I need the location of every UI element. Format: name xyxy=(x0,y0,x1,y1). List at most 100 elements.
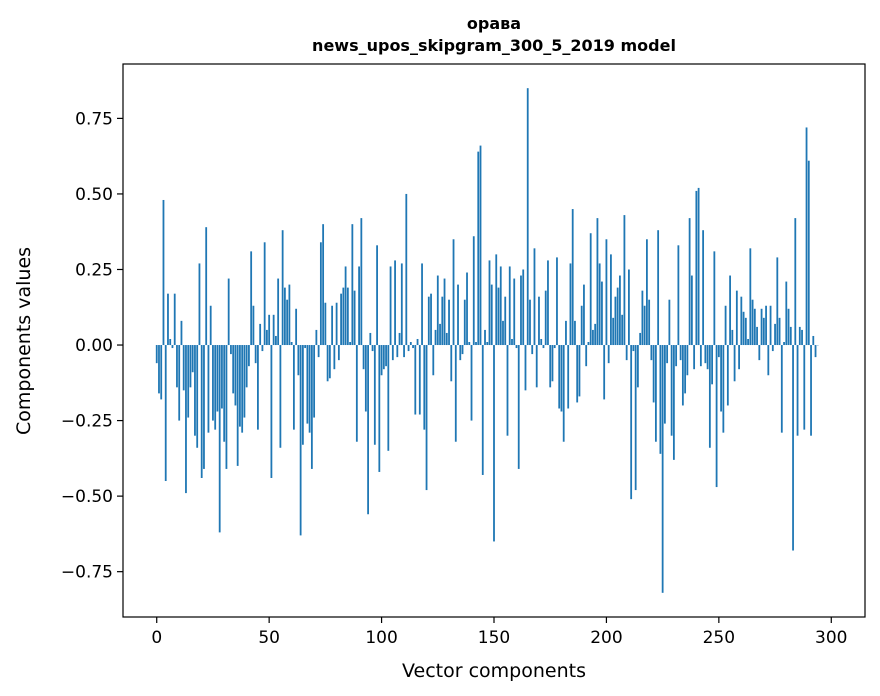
bar-176 xyxy=(551,345,554,382)
bar-213 xyxy=(634,345,637,491)
bar-270 xyxy=(762,317,765,346)
bar-164 xyxy=(524,345,527,391)
bar-251 xyxy=(720,345,722,412)
bar-111 xyxy=(405,193,408,346)
bar-114 xyxy=(412,345,414,349)
bar-158 xyxy=(511,338,513,346)
bar-168 xyxy=(533,248,536,346)
bar-115 xyxy=(414,345,417,415)
bar-134 xyxy=(457,284,459,346)
bar-203 xyxy=(612,317,615,346)
bar-156 xyxy=(506,345,509,436)
bar-243 xyxy=(702,230,705,346)
bar-152 xyxy=(497,287,500,346)
bar-95 xyxy=(369,332,372,346)
bar-59 xyxy=(288,284,291,346)
bar-254 xyxy=(726,345,729,406)
chart-title-line-2: news_upos_skipgram_300_5_2019 model xyxy=(312,36,676,55)
bar-127 xyxy=(441,296,444,346)
bar-229 xyxy=(670,345,673,436)
bar-57 xyxy=(283,287,286,346)
bar-32 xyxy=(227,278,230,346)
bar-195 xyxy=(594,323,597,346)
x-tick-label: 50 xyxy=(258,628,280,648)
bar-262 xyxy=(744,317,747,346)
bar-237 xyxy=(688,218,691,346)
bar-18 xyxy=(196,345,199,448)
bar-116 xyxy=(416,338,419,346)
bar-276 xyxy=(776,257,779,346)
bar-78 xyxy=(331,305,334,346)
bar-97 xyxy=(373,345,376,445)
bar-64 xyxy=(299,345,302,536)
bar-257 xyxy=(733,345,736,382)
bar-96 xyxy=(371,345,374,352)
bar-151 xyxy=(495,254,498,346)
bar-234 xyxy=(681,345,684,406)
bar-80 xyxy=(335,302,338,346)
x-axis-label: Vector components xyxy=(402,660,586,682)
bar-174 xyxy=(547,260,549,346)
y-tick-label: −0.75 xyxy=(61,563,113,583)
bar-31 xyxy=(225,345,228,469)
bar-19 xyxy=(198,263,201,346)
bar-217 xyxy=(643,305,646,346)
bar-104 xyxy=(389,266,392,346)
bar-196 xyxy=(596,218,599,346)
bar-288 xyxy=(803,345,806,430)
bar-145 xyxy=(481,345,484,475)
bar-124 xyxy=(434,329,437,346)
bar-204 xyxy=(614,296,617,346)
bar-56 xyxy=(281,230,284,346)
bar-66 xyxy=(304,345,307,349)
bar-171 xyxy=(540,338,543,346)
bar-53 xyxy=(275,335,277,346)
bar-292 xyxy=(812,335,815,346)
bar-281 xyxy=(787,308,790,346)
bar-101 xyxy=(382,345,385,370)
bar-223 xyxy=(657,230,660,346)
bar-280 xyxy=(785,281,788,346)
bar-167 xyxy=(531,345,534,355)
bar-259 xyxy=(738,345,740,370)
bar-30 xyxy=(223,345,226,442)
bar-227 xyxy=(666,345,669,364)
bar-183 xyxy=(567,345,570,409)
bar-155 xyxy=(504,296,507,346)
bar-268 xyxy=(758,345,761,361)
x-tick-label: 150 xyxy=(478,628,510,648)
bar-166 xyxy=(529,299,531,346)
y-axis-label: Components values xyxy=(13,247,35,435)
bar-177 xyxy=(553,345,556,349)
bar-13 xyxy=(185,345,187,494)
bar-42 xyxy=(250,251,253,346)
bar-191 xyxy=(585,345,588,367)
bar-263 xyxy=(747,338,749,346)
bar-283 xyxy=(792,345,794,551)
bar-8 xyxy=(173,293,176,346)
y-tick-label: −0.50 xyxy=(61,487,113,507)
bar-189 xyxy=(580,305,583,346)
bar-126 xyxy=(439,323,441,346)
bar-92 xyxy=(362,345,365,370)
bar-29 xyxy=(221,345,223,409)
bar-216 xyxy=(641,290,644,346)
bar-139 xyxy=(468,342,471,346)
bar-169 xyxy=(535,345,538,388)
bar-69 xyxy=(310,345,313,469)
bar-277 xyxy=(778,317,781,346)
bar-220 xyxy=(650,345,653,361)
bar-232 xyxy=(677,245,680,346)
bar-181 xyxy=(562,345,565,442)
bar-51 xyxy=(270,345,273,478)
bar-160 xyxy=(515,345,518,349)
bar-122 xyxy=(430,293,432,346)
bar-70 xyxy=(313,345,316,418)
bar-192 xyxy=(587,342,590,346)
bar-249 xyxy=(715,345,718,488)
bar-25 xyxy=(212,345,214,421)
y-tick-label: −0.25 xyxy=(61,412,113,432)
bar-2 xyxy=(160,345,163,400)
bar-265 xyxy=(751,299,754,346)
